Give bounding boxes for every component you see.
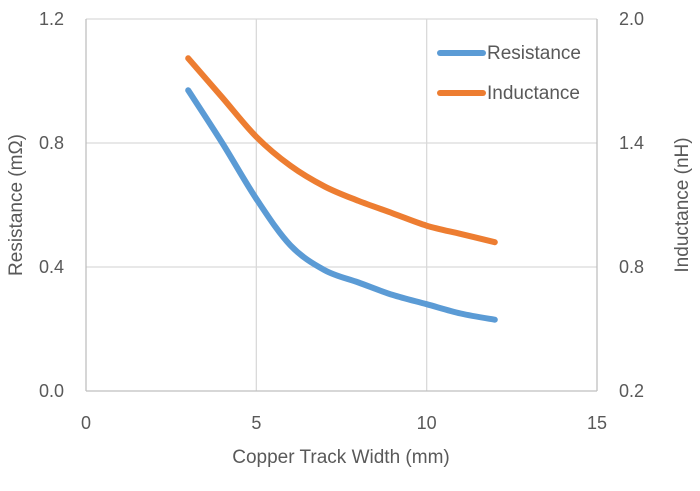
- legend: Resistance Inductance: [437, 43, 581, 104]
- y2-tick-label: 2.0: [619, 9, 644, 29]
- y-tick-label: 0.8: [39, 133, 64, 153]
- x-tick-label: 15: [587, 413, 607, 433]
- x-tick-label: 0: [81, 413, 91, 433]
- x-tick-label: 5: [251, 413, 261, 433]
- y2-tick-label: 1.4: [619, 133, 644, 153]
- y-tick-label: 1.2: [39, 9, 64, 29]
- tick-labels: 0.0 0.4 0.8 1.2 0.2 0.8 1.4 2.0 0 5 10 15: [39, 9, 644, 433]
- y2-axis-title: Inductance (nH): [672, 137, 693, 272]
- legend-label-inductance: Inductance: [487, 83, 580, 104]
- y2-tick-label: 0.8: [619, 257, 644, 277]
- series-layer: [185, 55, 498, 323]
- x-axis-title: Copper Track Width (mm): [232, 447, 449, 468]
- axes: [85, 19, 598, 392]
- y-tick-label: 0.0: [39, 381, 64, 401]
- series-line-resistance: [185, 87, 498, 323]
- x-tick-label: 10: [417, 413, 437, 433]
- series-line-inductance: [185, 55, 498, 246]
- y-axis-title: Resistance (mΩ): [6, 134, 27, 276]
- gridlines: [86, 18, 597, 391]
- y2-tick-label: 0.2: [619, 381, 644, 401]
- legend-label-resistance: Resistance: [487, 43, 581, 64]
- y-tick-label: 0.4: [39, 257, 64, 277]
